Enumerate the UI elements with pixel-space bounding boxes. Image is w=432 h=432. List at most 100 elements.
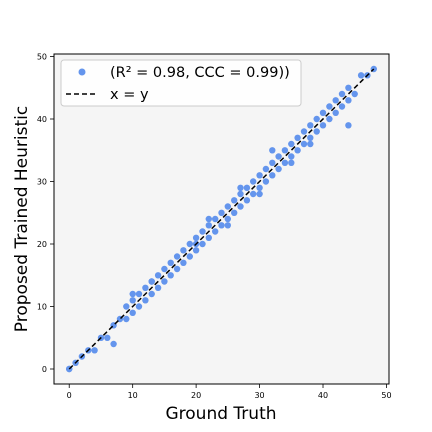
data-point	[300, 128, 308, 135]
data-point	[205, 215, 212, 223]
data-point	[275, 153, 282, 160]
data-point	[180, 259, 187, 266]
data-point	[243, 184, 251, 191]
data-point	[256, 172, 263, 179]
data-point	[110, 340, 117, 348]
data-point	[307, 140, 314, 148]
data-point	[224, 203, 231, 210]
x-axis-title: Ground Truth	[165, 404, 276, 424]
x-tick-label: 40	[318, 391, 328, 400]
data-point	[237, 190, 244, 198]
x-tick-label: 20	[191, 391, 201, 400]
data-point	[218, 222, 225, 229]
y-tick-label: 40	[37, 115, 47, 124]
data-point	[180, 247, 187, 254]
data-point	[148, 290, 155, 298]
y-tick-label: 10	[37, 303, 47, 312]
reference-line-x-equals-y	[68, 68, 375, 370]
data-point	[345, 97, 352, 104]
data-point	[288, 140, 295, 148]
data-point	[243, 197, 251, 204]
data-point	[281, 147, 289, 154]
data-point	[332, 97, 339, 104]
y-tick-label: 0	[42, 365, 47, 374]
y-axis-title: Proposed Trained Heuristic	[12, 106, 32, 332]
data-point	[186, 253, 193, 260]
data-point	[123, 303, 130, 310]
data-point	[135, 290, 143, 298]
data-point	[154, 272, 162, 279]
data-point	[186, 240, 193, 248]
data-point	[167, 259, 174, 266]
plot-frame	[53, 53, 390, 385]
data-point	[224, 222, 231, 229]
y-tick-label: 20	[37, 240, 47, 249]
data-point	[212, 215, 219, 223]
x-tick-label: 50	[381, 391, 391, 400]
data-point	[269, 172, 276, 179]
data-point	[154, 284, 162, 291]
data-point	[161, 265, 168, 273]
data-point	[300, 140, 308, 148]
data-point	[319, 109, 327, 117]
data-point	[173, 265, 181, 273]
data-point	[205, 234, 212, 241]
data-point	[104, 334, 111, 341]
data-point	[123, 315, 130, 323]
data-point	[231, 197, 238, 204]
data-point	[275, 165, 282, 173]
data-point	[294, 134, 301, 141]
data-point	[281, 159, 289, 166]
data-point	[224, 215, 231, 223]
data-point	[192, 247, 200, 254]
data-point	[294, 147, 301, 154]
data-point	[326, 103, 333, 110]
data-point	[345, 122, 352, 129]
data-point	[231, 209, 238, 216]
data-point	[262, 178, 270, 185]
data-point	[167, 272, 174, 279]
data-point	[319, 122, 327, 129]
y-tick-label: 50	[37, 53, 47, 62]
y-axis-ticks: 0 10 20 30 40 50	[37, 53, 54, 374]
data-point	[332, 109, 339, 117]
legend-label-line: x = y	[110, 87, 149, 103]
legend-label-scatter: (R² = 0.98, CCC = 0.99))	[110, 65, 290, 81]
data-point	[129, 309, 136, 316]
data-point	[237, 184, 244, 191]
data-point	[250, 190, 257, 198]
data-point	[129, 297, 136, 304]
data-point	[142, 284, 149, 291]
data-point	[256, 190, 263, 198]
data-point	[142, 297, 149, 304]
x-tick-label: 0	[67, 391, 72, 400]
data-point	[218, 209, 225, 216]
data-point	[205, 222, 212, 229]
x-axis-ticks: 0 10 20 30 40 50	[67, 384, 392, 400]
data-point	[313, 128, 320, 135]
data-point	[351, 90, 358, 98]
data-points	[66, 65, 377, 373]
data-point	[212, 228, 219, 235]
data-point	[192, 234, 200, 241]
data-point	[199, 240, 206, 248]
data-point	[262, 165, 270, 173]
data-point	[256, 184, 263, 191]
data-point	[250, 178, 257, 185]
data-point	[173, 253, 181, 260]
legend: (R² = 0.98, CCC = 0.99)) x = y	[60, 59, 302, 107]
legend-box	[60, 59, 302, 107]
y-tick-label: 30	[37, 178, 47, 187]
data-point	[288, 159, 295, 166]
data-point	[148, 278, 155, 285]
data-point	[91, 347, 98, 354]
data-point	[135, 303, 143, 310]
data-point	[237, 203, 244, 210]
legend-marker-scatter	[78, 68, 86, 76]
data-point	[307, 134, 314, 141]
data-point	[307, 122, 314, 129]
data-point	[129, 290, 136, 298]
data-point	[313, 115, 320, 123]
data-point	[161, 278, 168, 285]
data-point	[338, 90, 346, 98]
